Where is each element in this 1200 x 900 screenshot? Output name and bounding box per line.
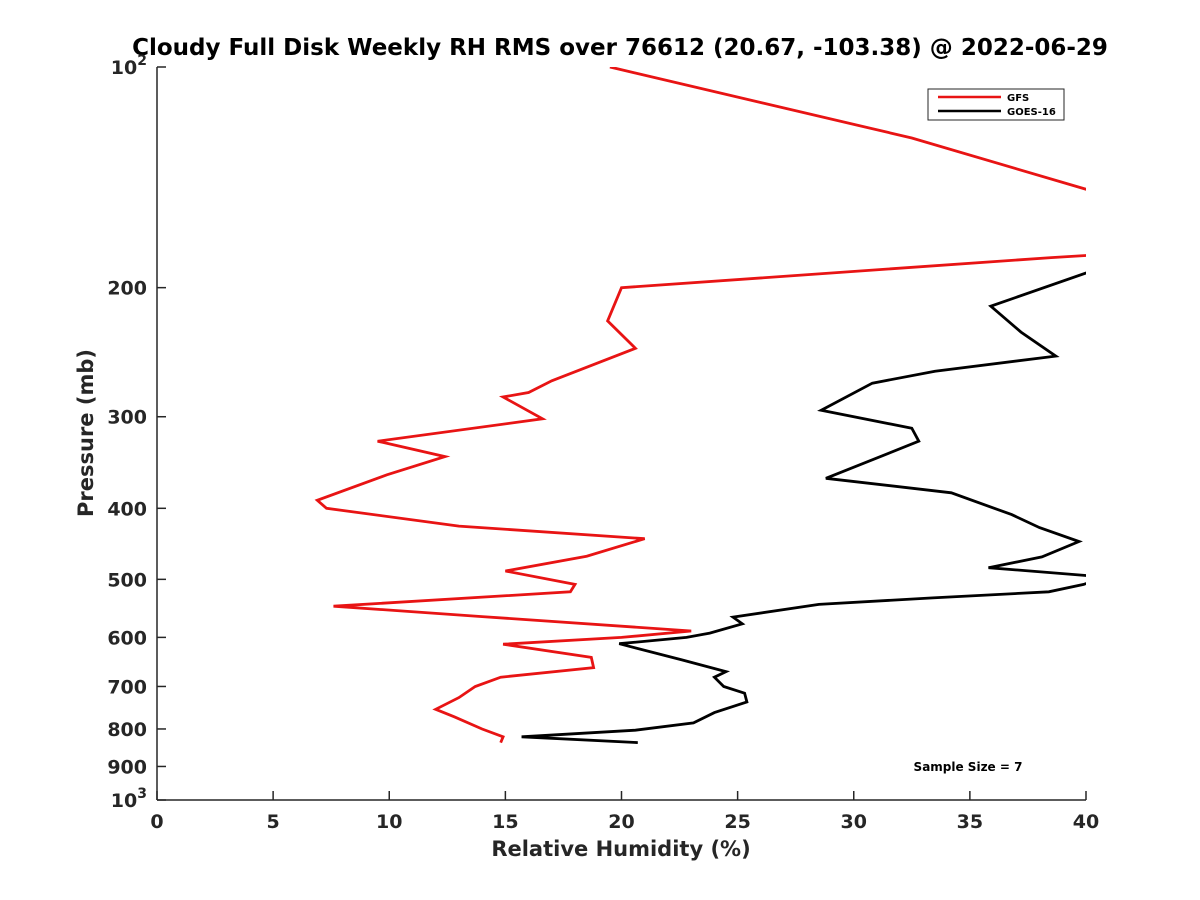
sample-size-annotation: Sample Size = 7 — [914, 760, 1023, 774]
x-tick-label: 35 — [957, 811, 983, 833]
x-tick-label: 30 — [841, 811, 867, 833]
y-axis-label: Pressure (mb) — [74, 349, 98, 517]
y-tick-label: 600 — [107, 627, 147, 649]
plot-area — [157, 67, 1086, 800]
x-axis-label: Relative Humidity (%) — [491, 837, 750, 861]
legend: GFS GOES-16 — [927, 88, 1065, 121]
x-tick-label: 5 — [267, 811, 280, 833]
y-tick-label: 103 — [111, 786, 147, 812]
series-layer — [314, 67, 1086, 744]
series-line-gfs — [314, 67, 1086, 744]
series-line-goes16 — [521, 271, 1086, 744]
x-tick-label: 0 — [150, 811, 163, 833]
legend-label-goes16: GOES-16 — [1007, 107, 1056, 118]
chart-title: Cloudy Full Disk Weekly RH RMS over 7661… — [132, 35, 1108, 61]
x-tick-label: 20 — [608, 811, 634, 833]
y-tick-label: 102 — [111, 53, 147, 79]
y-tick-label: 400 — [107, 498, 147, 520]
x-tick-label: 10 — [376, 811, 402, 833]
y-tick-label: 700 — [107, 676, 147, 698]
legend-label-gfs: GFS — [1007, 93, 1029, 104]
x-tick-label: 15 — [492, 811, 518, 833]
legend-box — [927, 88, 1065, 121]
x-tick-label: 25 — [724, 811, 750, 833]
y-tick-label: 300 — [107, 407, 147, 429]
x-tick-label: 40 — [1073, 811, 1099, 833]
y-tick-label: 900 — [107, 756, 147, 778]
y-ticks: 102 200 300 400 500 600 700 800 900 103 — [107, 53, 166, 812]
y-tick-label: 800 — [107, 719, 147, 741]
y-tick-label: 200 — [107, 278, 147, 300]
x-ticks: 0 5 10 15 20 25 30 35 40 — [150, 791, 1099, 833]
y-tick-label: 500 — [107, 569, 147, 591]
